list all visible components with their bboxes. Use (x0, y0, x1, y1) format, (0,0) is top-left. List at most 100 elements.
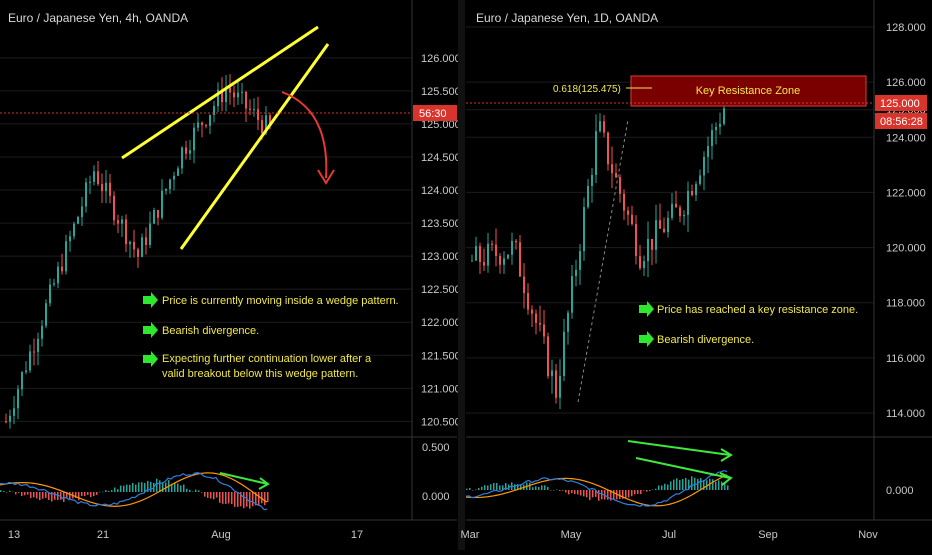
right-x-tick-1: Mar (461, 529, 480, 541)
macd-histogram-bar (664, 483, 666, 490)
macd-histogram-bar (120, 485, 122, 492)
price-tick-label: 128.000 (886, 22, 926, 34)
macd-histogram-bar (81, 492, 83, 497)
left-candles (5, 74, 271, 429)
macd-histogram-bar (264, 492, 266, 506)
macd-histogram-bar (553, 490, 555, 491)
candle-body (591, 174, 593, 186)
macd-histogram-bar (78, 492, 80, 501)
candle-body (611, 164, 613, 174)
candle-body (237, 92, 239, 98)
macd-histogram-bar (568, 490, 570, 495)
candle-body (523, 276, 525, 294)
green-arrow-icon (143, 322, 158, 338)
candle-body (643, 261, 645, 269)
candle-body (671, 203, 673, 218)
green-arrow-icon (639, 331, 654, 347)
macd-histogram-bar (514, 484, 516, 490)
macd-histogram-bar (667, 484, 669, 490)
candle-body (687, 191, 689, 215)
macd-histogram-bar (117, 489, 119, 492)
candle-body (527, 293, 529, 310)
macd-histogram-bar (21, 492, 23, 497)
macd-histogram-bar (571, 490, 573, 494)
macd-histogram-bar (150, 481, 152, 492)
price-tick-label: 126.000 (421, 53, 461, 65)
price-tick-label: 122.500 (421, 284, 461, 296)
candle-body (217, 89, 219, 107)
price-tick-label: 126.000 (886, 77, 926, 89)
candle-body (719, 123, 721, 127)
macd-histogram-bar (138, 482, 140, 492)
macd-histogram-bar (658, 485, 660, 490)
candle-body (711, 130, 713, 146)
macd-histogram-bar (583, 490, 585, 497)
macd-histogram-bar (12, 491, 14, 493)
macd-histogram-bar (697, 478, 699, 490)
macd-histogram-bar (469, 488, 471, 490)
left-annotation-1: Price is currently moving inside a wedge… (162, 295, 399, 307)
candle-body (221, 89, 223, 103)
macd-histogram-bar (180, 485, 182, 492)
candle-body (471, 260, 473, 262)
candle-body (109, 182, 111, 196)
candle-body (173, 175, 175, 180)
price-tick-label: 123.000 (421, 251, 461, 263)
candle-body (189, 150, 191, 154)
candle-body (177, 168, 179, 176)
macd-histogram-bar (18, 492, 20, 493)
macd-histogram-bar (505, 483, 507, 490)
macd-histogram-bar (87, 492, 89, 495)
right-divergence-line-upper (627, 440, 731, 456)
macd-histogram-bar (685, 477, 687, 490)
macd-histogram-bar (66, 492, 68, 499)
macd-histogram-bar (69, 492, 71, 500)
left-macd-tick-1: 0.500 (422, 442, 450, 454)
macd-histogram-bar (141, 482, 143, 492)
macd-histogram-bar (601, 490, 603, 500)
candle-body (507, 254, 509, 259)
candle-body (619, 177, 621, 194)
candle-body (205, 125, 207, 127)
macd-histogram-bar (135, 484, 137, 492)
candle-body (129, 241, 131, 245)
macd-histogram-bar (225, 492, 227, 505)
candle-body (511, 240, 513, 255)
macd-histogram-bar (93, 492, 95, 497)
macd-histogram-bar (517, 484, 519, 490)
macd-histogram-bar (700, 478, 702, 490)
macd-histogram-bar (267, 492, 269, 502)
candle-body (141, 237, 143, 257)
candle-body (579, 251, 581, 270)
candle-body (667, 217, 669, 233)
macd-histogram-bar (105, 490, 107, 492)
macd-histogram-bar (475, 489, 477, 490)
candle-body (37, 338, 39, 352)
macd-histogram-bar (715, 481, 717, 490)
macd-histogram-bar (646, 490, 648, 492)
candle-body (241, 91, 243, 93)
candle-body (265, 115, 267, 134)
macd-histogram-bar (655, 488, 657, 490)
macd-histogram-bar (682, 479, 684, 490)
macd-histogram-bar (478, 488, 480, 490)
candle-body (495, 244, 497, 256)
macd-histogram-bar (33, 492, 35, 498)
macd-histogram-bar (598, 490, 600, 501)
price-tick-label: 123.500 (421, 218, 461, 230)
macd-histogram-bar (99, 491, 101, 493)
candle-body (85, 182, 87, 207)
macd-histogram-bar (703, 480, 705, 490)
candle-body (197, 122, 199, 128)
macd-histogram-bar (670, 481, 672, 490)
left-price-axis: 126.000 125.500 125.000 124.500 124.000 123.5… (421, 53, 461, 429)
macd-histogram-bar (580, 490, 582, 496)
macd-histogram-bar (634, 490, 636, 495)
chart-divider[interactable] (458, 0, 465, 550)
macd-line (465, 469, 728, 507)
candle-body (133, 241, 135, 250)
left-annotations: Price is currently moving inside a wedge… (143, 292, 399, 380)
key-resistance-zone (630, 75, 867, 107)
wedge-lower-line (179, 43, 330, 250)
candle-body (543, 324, 545, 337)
